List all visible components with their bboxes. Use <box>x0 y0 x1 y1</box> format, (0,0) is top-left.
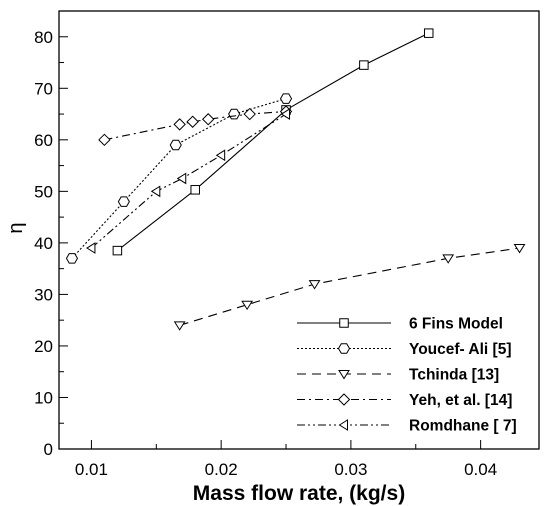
legend-marker <box>339 318 349 328</box>
x-tick-label: 0.02 <box>205 460 238 479</box>
data-point <box>241 300 254 311</box>
series-layer <box>65 28 526 331</box>
data-point <box>173 321 186 331</box>
data-point <box>423 28 434 38</box>
data-point <box>150 185 161 198</box>
data-point <box>308 280 321 290</box>
legend-item: 6 Fins Model <box>297 316 503 333</box>
data-point <box>280 108 291 120</box>
series-0 <box>112 28 434 256</box>
y-tick-label: 50 <box>34 182 53 201</box>
series-2 <box>173 244 526 331</box>
data-point <box>442 254 455 264</box>
data-point <box>65 253 79 264</box>
legend-item: Youcef- Ali [5] <box>297 341 511 358</box>
x-tick-label: 0.04 <box>464 460 497 479</box>
legend-label: Tchinda [13] <box>409 367 499 384</box>
data-point <box>513 244 526 254</box>
y-tick-label: 30 <box>34 285 53 304</box>
data-point <box>186 115 199 128</box>
data-point <box>112 245 123 256</box>
series-line <box>91 113 287 249</box>
y-tick-label: 80 <box>34 28 53 47</box>
series-line <box>117 32 429 252</box>
x-axis-title: Mass flow rate, (kg/s) <box>193 482 405 505</box>
data-point <box>98 133 111 147</box>
x-tick-label: 0.01 <box>75 460 108 479</box>
legend-item: Tchinda [13] <box>297 367 499 384</box>
plot-border <box>58 10 540 450</box>
data-point <box>279 93 293 104</box>
data-point <box>169 139 182 151</box>
data-point <box>176 172 187 185</box>
legend-item: Romdhane [ 7] <box>297 418 517 435</box>
y-axis: 0 10 20 30 40 50 60 70 80 <box>34 10 68 459</box>
x-axis: 0.01 0.02 0.03 0.04 <box>75 440 497 479</box>
data-point <box>117 196 130 207</box>
legend-label: Youcef- Ali [5] <box>409 341 511 358</box>
y-tick-label: 40 <box>34 234 53 253</box>
y-tick-label: 60 <box>34 131 53 150</box>
series-3 <box>98 105 293 147</box>
series-line <box>104 110 287 141</box>
legend: 6 Fins Model Youcef- Ali [5] Tchinda [13] Y… <box>297 316 517 435</box>
legend-label: Yeh, et al. [14] <box>409 392 512 409</box>
legend-marker <box>338 419 348 431</box>
legend-marker <box>337 343 351 354</box>
data-point <box>190 185 200 195</box>
data-point <box>85 242 96 254</box>
x-tick-label: 0.03 <box>334 460 367 479</box>
data-point <box>215 149 226 162</box>
legend-marker <box>337 393 351 406</box>
y-tick-label: 70 <box>34 79 53 98</box>
data-point <box>173 118 186 131</box>
data-point <box>201 113 215 126</box>
y-axis-title: η <box>5 222 27 233</box>
data-point <box>228 108 241 120</box>
y-tick-label: 0 <box>44 440 53 459</box>
legend-marker <box>338 370 350 380</box>
y-tick-label: 10 <box>34 388 53 407</box>
legend-item: Yeh, et al. [14] <box>297 392 512 409</box>
legend-label: 6 Fins Model <box>409 316 503 333</box>
data-point <box>359 60 369 70</box>
series-4 <box>85 108 291 254</box>
plot-frame <box>58 10 540 450</box>
legend-label: Romdhane [ 7] <box>409 418 517 435</box>
data-point <box>243 107 256 121</box>
y-tick-label: 20 <box>34 337 53 356</box>
series-line <box>179 247 520 326</box>
